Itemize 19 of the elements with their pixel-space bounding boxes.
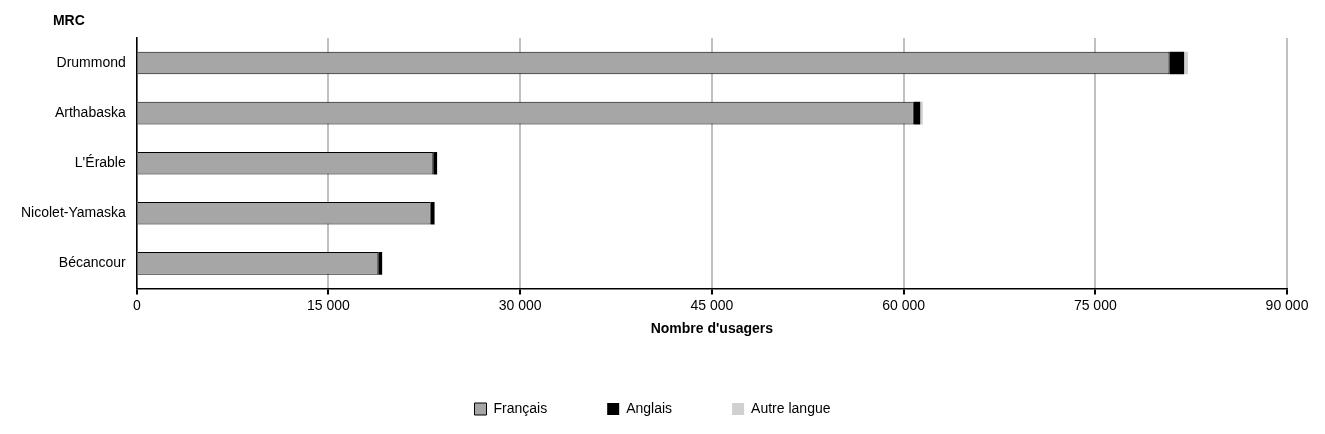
x-tick-label: 60 000	[882, 296, 926, 313]
bar	[920, 101, 923, 125]
y-tick-label: L'Érable	[74, 154, 126, 171]
x-tick-label: 45 000	[690, 296, 734, 313]
legend-label: Autre langue	[751, 399, 831, 416]
y-axis-title: MRC	[52, 11, 85, 28]
legend-label: Français	[493, 399, 548, 416]
x-tick-label: 75 000	[1073, 296, 1117, 313]
x-axis-title: Nombre d'usagers	[650, 320, 774, 337]
x-tick-label: 0	[132, 296, 141, 313]
y-tick-label: Nicolet-Yamaska	[20, 204, 126, 221]
y-tick-label: Bécancour	[58, 254, 127, 271]
x-tick-label: 30 000	[498, 296, 542, 313]
bar	[1184, 51, 1188, 75]
legend-label: Anglais	[626, 399, 673, 416]
x-tick-label: 90 000	[1265, 296, 1309, 313]
y-tick-label: Drummond	[56, 53, 126, 70]
y-tick-label: Arthabaska	[54, 103, 126, 120]
x-tick-label: 15 000	[307, 296, 351, 313]
